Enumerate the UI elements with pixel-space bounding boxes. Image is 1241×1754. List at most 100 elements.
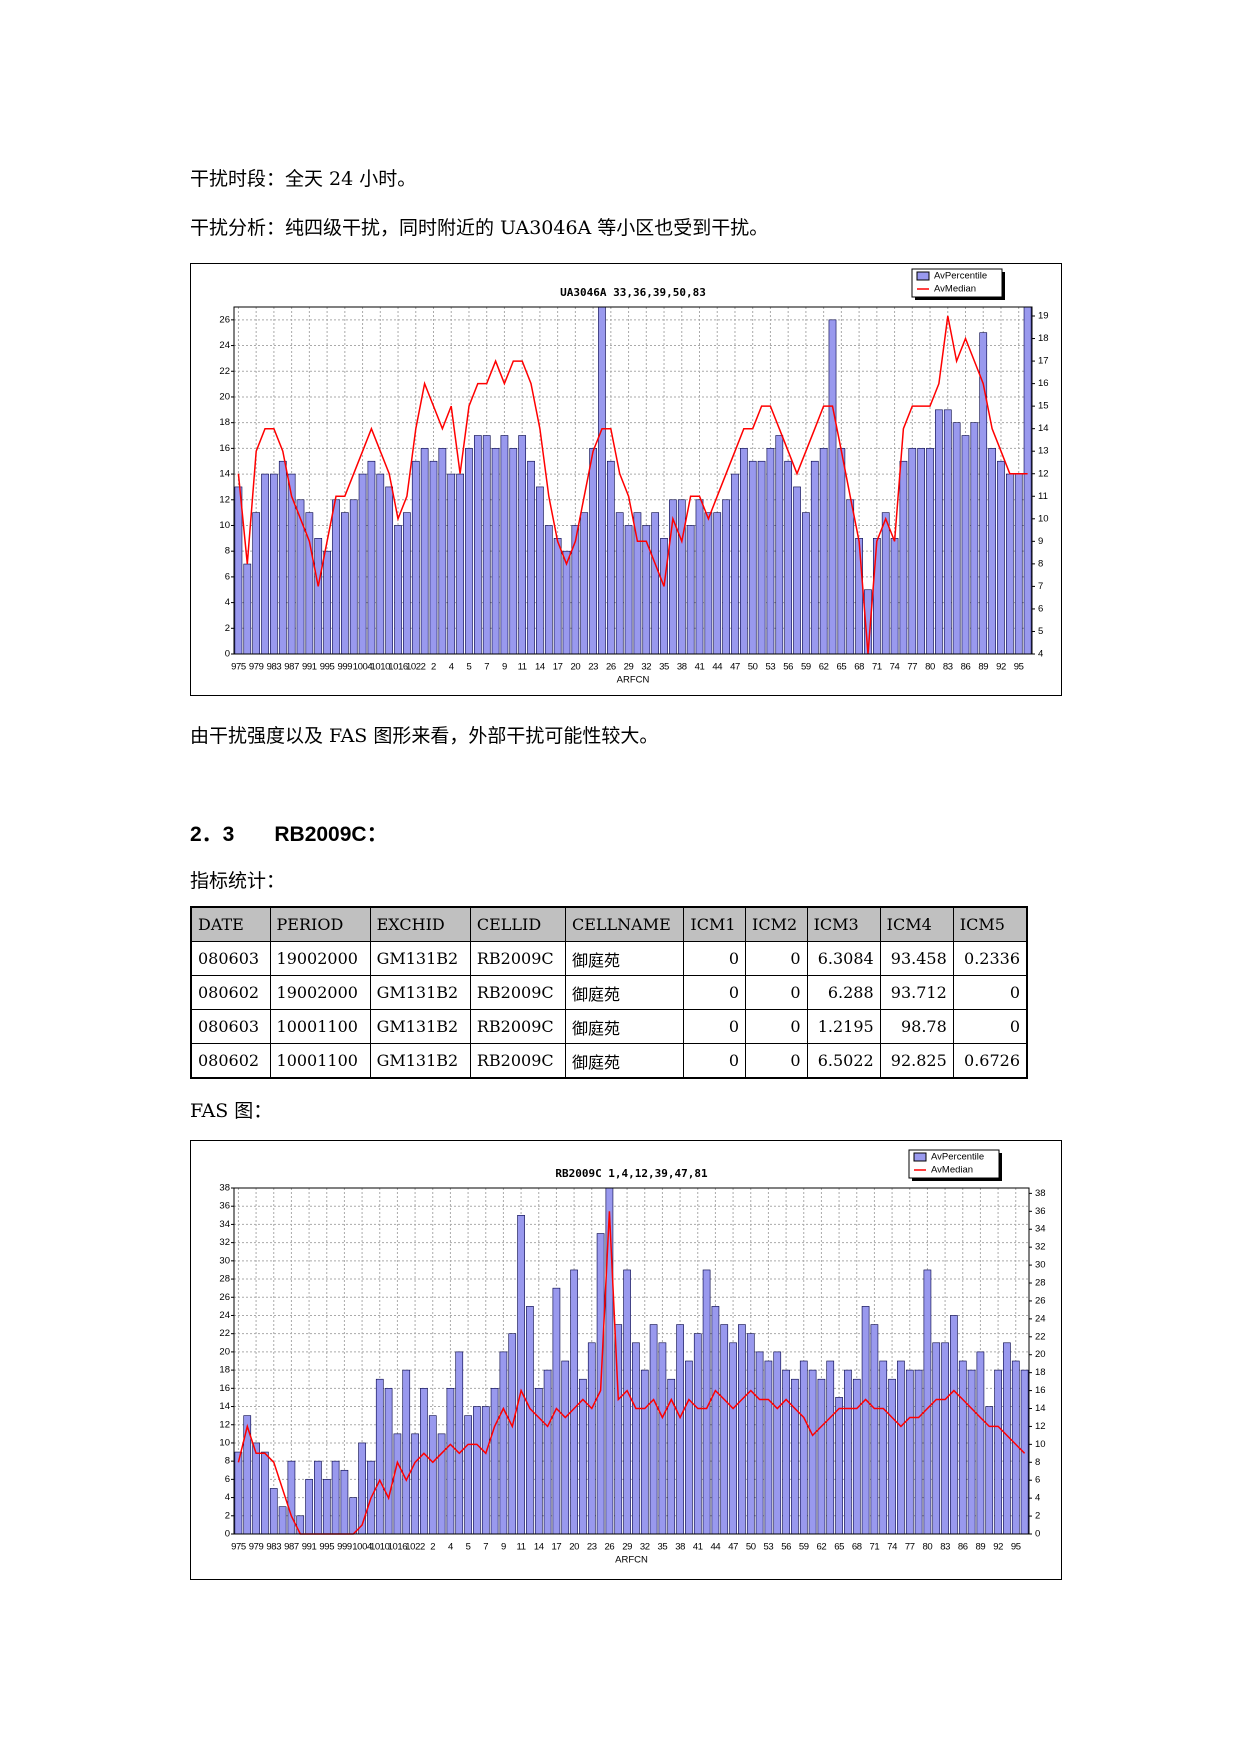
bar [793,486,801,655]
y-tick-label: 4 [225,597,230,608]
y-tick-label: 2 [225,623,230,634]
legend-swatch [913,1152,927,1162]
y2-tick-label: 22 [1035,1331,1046,1342]
x-tick-label: 979 [249,1542,264,1553]
y2-tick-label: 15 [1038,401,1049,412]
x-axis-label: ARFCN [617,675,650,686]
bar [340,1469,349,1535]
y2-tick-label: 10 [1038,513,1049,524]
bar [642,525,651,655]
bar [490,1388,499,1535]
table-cell: 080602 [190,1043,271,1079]
header-cell: ICM5 [952,906,1028,942]
y2-tick-label: 6 [1035,1475,1040,1486]
bar [967,1369,976,1535]
x-tick-label: 14 [534,1542,544,1553]
y2-tick-label: 4 [1038,649,1043,660]
x-tick-label: 987 [284,1542,299,1553]
table-cell: 0 [683,975,746,1010]
bar [994,1369,1002,1535]
x-tick-label: 56 [783,662,793,673]
y2-tick-label: 36 [1035,1206,1046,1217]
bar [358,1442,366,1535]
bar [711,1306,720,1535]
bar [261,1451,269,1535]
y-tick-label: 14 [219,469,230,480]
table-cell: 0 [952,1009,1028,1044]
bar [269,1488,278,1535]
x-tick-label: 20 [569,1542,579,1553]
bar [988,448,996,655]
plot-frame [233,306,1033,655]
header-cell: EXCHID [369,906,471,942]
bar [314,538,323,655]
bar [791,1378,799,1535]
x-tick-label: 11 [518,662,527,673]
bar [527,460,535,655]
x-tick-label: 1022 [406,662,426,673]
bar [491,448,500,655]
table-cell: 98.78 [879,1009,954,1044]
bar [465,448,473,655]
y2-tick-label: 5 [1038,626,1043,637]
x-tick-label: 2 [430,1542,435,1553]
bar [899,460,908,655]
bar [658,1342,667,1535]
x-tick-label: 23 [588,662,598,673]
x-tick-label: 991 [302,662,317,673]
paragraph: 由干扰强度以及 FAS 图形来看，外部干扰可能性较大。 [190,725,659,747]
y2-tick-label: 17 [1038,356,1049,367]
x-tick-label: 92 [993,1542,1003,1553]
bar [943,409,952,655]
bar [844,1369,852,1535]
x-tick-label: 62 [817,1542,827,1553]
bar [632,1342,640,1535]
x-tick-label: 59 [801,662,811,673]
bar [580,512,589,655]
y-tick-label: 30 [219,1255,230,1266]
bar [935,409,943,655]
bar [1005,473,1014,655]
bar [748,460,757,655]
bar [544,525,553,655]
bar [852,1378,861,1535]
header-cell: CELLID [469,906,566,942]
bar [393,1433,402,1535]
paragraph: 干扰时段：全天 24 小时。 [190,168,417,190]
x-tick-label: 71 [872,662,882,673]
bar [640,1369,649,1535]
y2-tick-label: 9 [1038,536,1043,547]
x-tick-label: 1010 [370,1542,390,1553]
x-tick-label: 987 [284,662,299,673]
x-tick-label: 9 [502,662,507,673]
bar [314,1460,322,1535]
bar [997,460,1005,655]
chart: RB2009C 1,4,12,39,47,8102468101214161820… [190,1140,1062,1580]
bar [322,1479,331,1535]
bar [296,1515,305,1535]
x-tick-label: 9 [501,1542,506,1553]
bar [473,1406,481,1535]
y2-tick-label: 10 [1035,1439,1046,1450]
x-tick-label: 20 [570,662,580,673]
table-cell: 19002000 [269,941,371,976]
x-tick-label: 92 [996,662,1006,673]
bar [252,1442,260,1535]
x-tick-label: 35 [658,1542,668,1553]
bar [872,538,881,655]
table-cell: RB2009C [469,1043,566,1079]
x-tick-label: 1022 [405,1542,425,1553]
y2-tick-label: 12 [1038,468,1049,479]
bar [879,1360,888,1535]
legend-label: AvPercentile [931,1152,984,1163]
table-cell: 0 [683,941,746,976]
x-tick-label: 41 [695,662,705,673]
bar [782,1369,790,1535]
bar [464,1415,472,1535]
bar [941,1342,949,1535]
table-cell: 0 [683,1043,746,1079]
y-tick-label: 26 [219,314,230,325]
x-tick-label: 68 [854,662,864,673]
y2-tick-label: 7 [1038,581,1043,592]
bar [358,473,367,655]
